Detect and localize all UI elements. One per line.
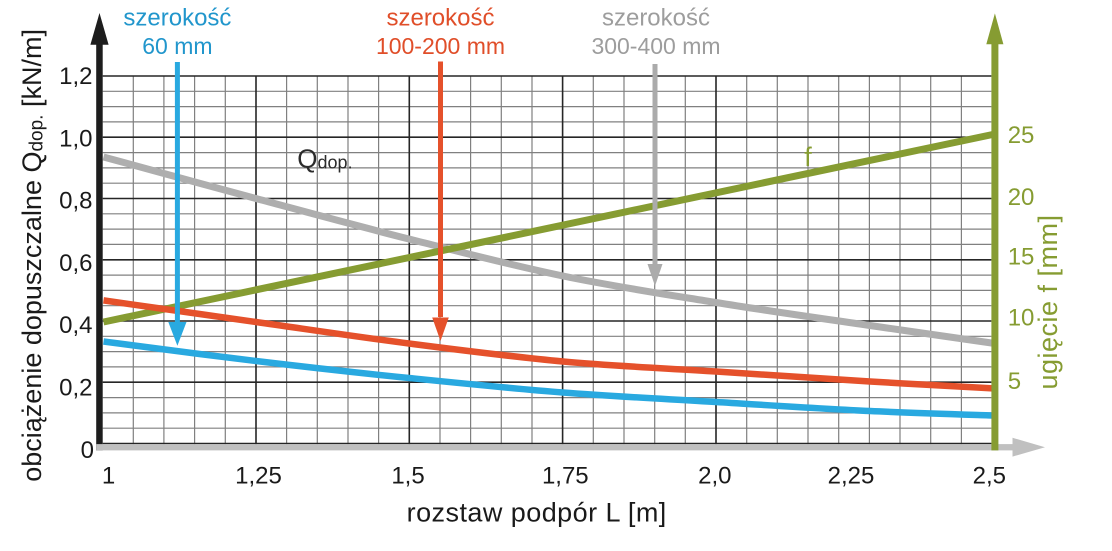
svg-text:10: 10 (1008, 305, 1035, 332)
svg-text:1,0: 1,0 (59, 125, 92, 152)
svg-text:2,0: 2,0 (698, 463, 731, 490)
svg-text:1,25: 1,25 (235, 463, 282, 490)
svg-text:szerokość: szerokość (602, 5, 710, 32)
svg-text:1,75: 1,75 (542, 463, 589, 490)
svg-text:15: 15 (1008, 244, 1035, 271)
svg-text:0,8: 0,8 (59, 188, 92, 215)
svg-text:2,5: 2,5 (973, 463, 1006, 490)
svg-text:100-200 mm: 100-200 mm (376, 33, 505, 59)
svg-text:60 mm: 60 mm (142, 33, 212, 59)
svg-text:2,25: 2,25 (828, 463, 875, 490)
svg-text:1: 1 (102, 463, 115, 490)
svg-text:5: 5 (1008, 368, 1021, 395)
svg-text:obciążenie dopuszczalne Qdop.: obciążenie dopuszczalne Qdop. [kN/m] (17, 29, 48, 482)
svg-text:0,6: 0,6 (59, 250, 92, 277)
svg-text:ugięcie f [mm]: ugięcie f [mm] (1033, 214, 1063, 389)
svg-text:szerokość: szerokość (123, 5, 231, 32)
svg-text:0: 0 (81, 437, 94, 464)
svg-text:0,2: 0,2 (59, 375, 92, 402)
svg-text:0,4: 0,4 (59, 312, 92, 339)
svg-text:szerokość: szerokość (386, 5, 494, 32)
svg-text:rozstaw podpór L [m]: rozstaw podpór L [m] (407, 498, 667, 528)
svg-text:1,5: 1,5 (391, 463, 424, 490)
svg-text:25: 25 (1008, 122, 1035, 149)
svg-text:300-400 mm: 300-400 mm (591, 33, 720, 59)
svg-text:1,2: 1,2 (59, 63, 92, 90)
svg-text:20: 20 (1008, 184, 1035, 211)
svg-text:f: f (804, 142, 812, 172)
